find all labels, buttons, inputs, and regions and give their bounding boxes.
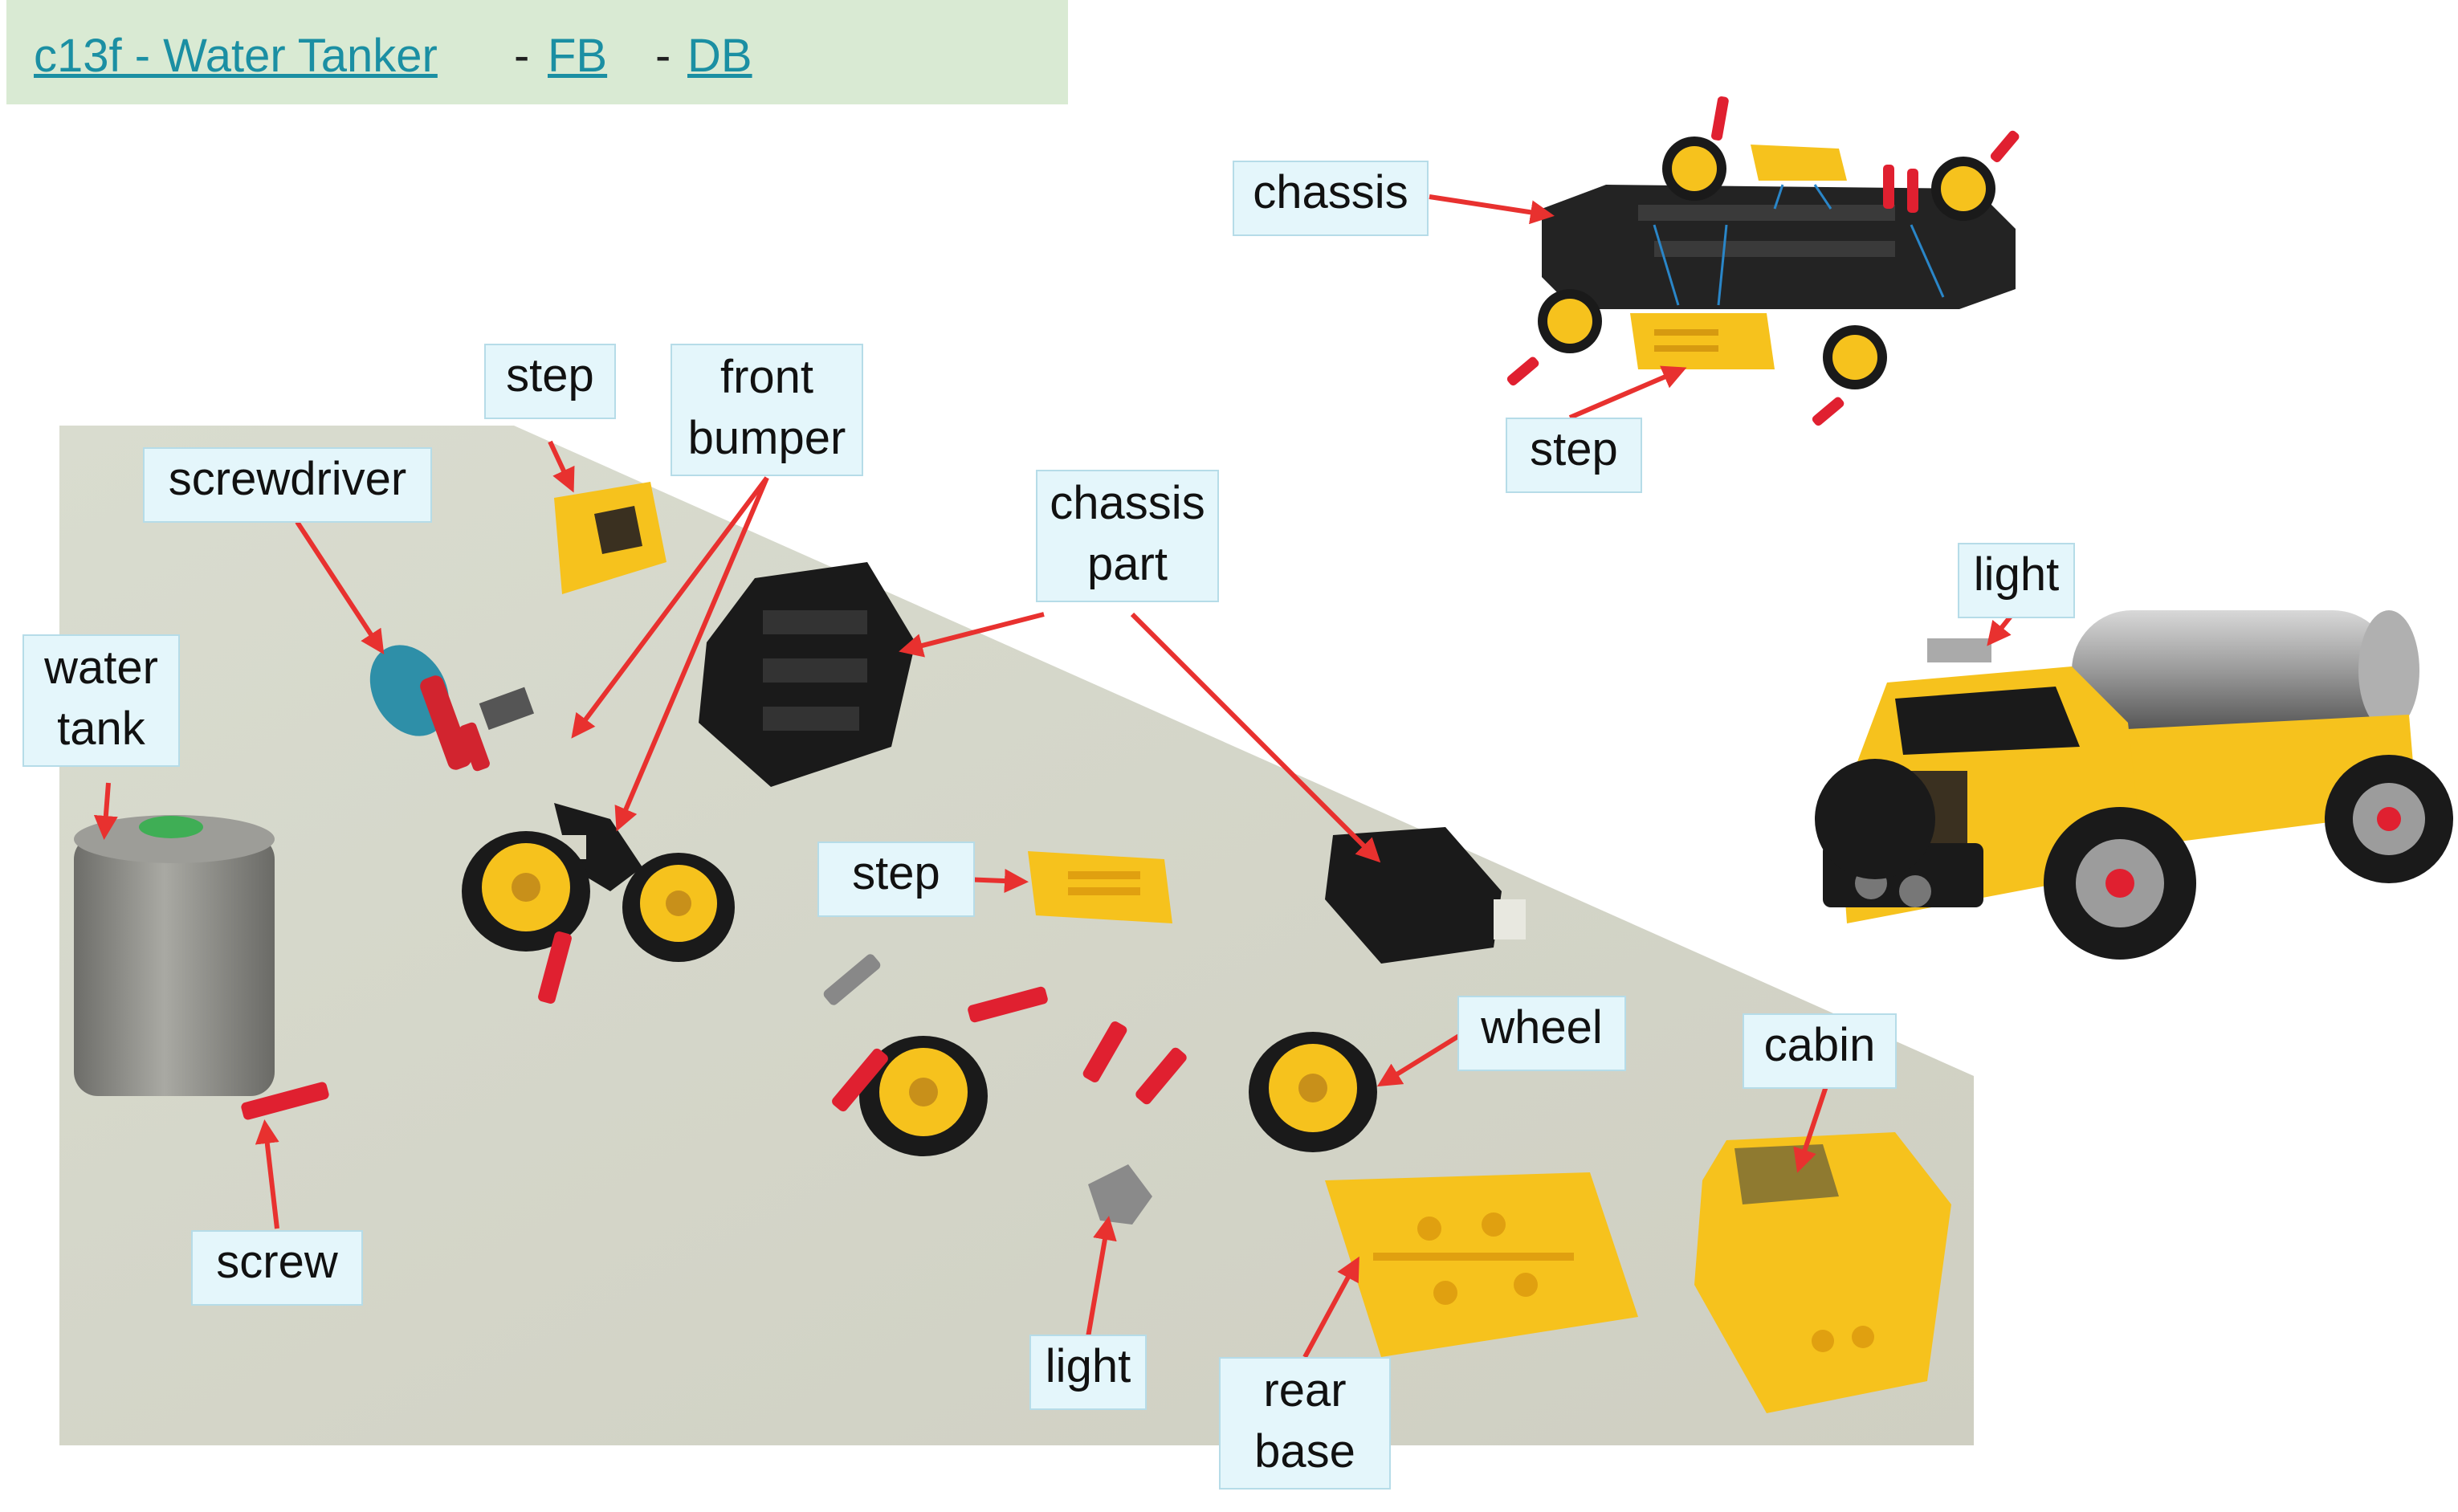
label-screwdriver: screwdriver [143,447,432,523]
chassis-diagram [1506,96,2020,426]
wheel-4 [1249,1032,1377,1152]
label-screw: screw [191,1230,363,1306]
screwdriver [369,645,535,770]
label-light: light [1029,1335,1147,1410]
label-rear-base: rear base [1219,1357,1391,1490]
label-cabin: cabin [1743,1013,1897,1089]
header-bar [6,0,1068,104]
label-chassis: chassis [1233,161,1429,236]
label-step-diagram: step [1506,418,1642,493]
label-step: step [484,344,616,419]
screws [241,722,1187,1120]
chassis-part-large [699,562,915,787]
wheel-1 [462,831,590,952]
wheel-2 [622,853,735,962]
assembled-truck [1815,610,2453,960]
separator: - [655,30,671,82]
water-tank [74,815,275,1096]
parts-photo [59,426,1974,1445]
label-water-tank: water tank [22,634,180,767]
label-step-mid: step [817,842,975,917]
label-chassis-part: chassis part [1036,470,1219,602]
step-part-mid [1028,851,1172,923]
label-wheel: wheel [1457,996,1626,1071]
label-light-truck: light [1958,543,2075,618]
cabin-part [1694,1132,1951,1413]
wheel-3 [859,1036,988,1156]
light-part [1088,1164,1152,1225]
title-link[interactable]: c13f - Water Tanker [34,30,438,82]
step-part-top [554,482,666,594]
fb-link[interactable]: FB [548,30,608,82]
db-link[interactable]: DB [687,30,752,82]
separator: - [514,30,530,82]
rear-base-part [1325,1172,1638,1357]
label-front-bumper: front bumper [671,344,863,476]
